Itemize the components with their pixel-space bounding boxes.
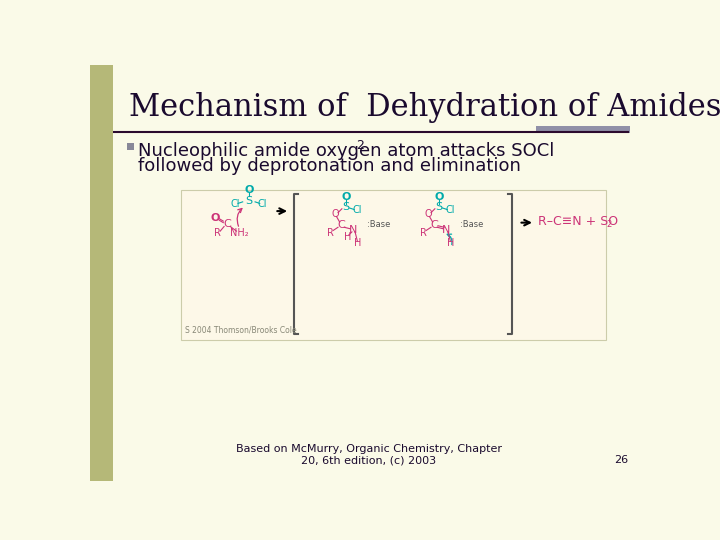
Text: NH₂: NH₂ <box>230 228 249 239</box>
Text: N: N <box>442 225 451 234</box>
Text: R: R <box>420 228 427 238</box>
Text: S: S <box>435 202 442 212</box>
Text: :Base: :Base <box>367 220 391 230</box>
Text: O: O <box>434 192 444 202</box>
Text: R: R <box>327 228 333 238</box>
Text: O: O <box>244 185 253 195</box>
Text: C: C <box>337 220 345 230</box>
Text: O: O <box>331 209 338 219</box>
Text: O: O <box>341 192 351 202</box>
Bar <box>181 190 606 340</box>
Text: S 2004 Thomson/Brooks Cole: S 2004 Thomson/Brooks Cole <box>184 325 296 334</box>
Bar <box>536 126 630 133</box>
Text: Nucleophilic amide oxygen atom attacks SOCl: Nucleophilic amide oxygen atom attacks S… <box>138 142 554 160</box>
Text: R–C≡N + SO: R–C≡N + SO <box>538 215 618 228</box>
Text: H: H <box>343 232 351 242</box>
Bar <box>90 65 113 481</box>
Text: O: O <box>211 213 220 223</box>
Text: C: C <box>431 220 438 230</box>
Text: 2: 2 <box>356 139 364 152</box>
Text: C: C <box>223 219 231 229</box>
Bar <box>127 143 134 150</box>
Text: S: S <box>342 202 349 212</box>
Text: followed by deprotonation and elimination: followed by deprotonation and eliminatio… <box>138 157 521 175</box>
Text: 26: 26 <box>614 455 629 465</box>
FancyArrowPatch shape <box>237 208 242 226</box>
Text: R: R <box>215 228 221 239</box>
Text: Cl: Cl <box>231 199 240 209</box>
Text: Cl: Cl <box>353 205 362 214</box>
Text: Cl: Cl <box>257 199 267 209</box>
Text: 2: 2 <box>606 220 611 229</box>
Text: Based on McMurry, Organic Chemistry, Chapter
20, 6th edition, (c) 2003: Based on McMurry, Organic Chemistry, Cha… <box>236 443 502 465</box>
Text: O: O <box>424 209 432 219</box>
Text: S: S <box>246 196 253 206</box>
FancyArrowPatch shape <box>447 234 452 245</box>
Text: Cl: Cl <box>446 205 455 214</box>
Text: H: H <box>447 239 455 248</box>
Text: :Base: :Base <box>461 220 484 230</box>
Text: Mechanism of  Dehydration of Amides: Mechanism of Dehydration of Amides <box>129 92 720 123</box>
Text: N: N <box>349 225 358 234</box>
Text: H: H <box>354 239 362 248</box>
